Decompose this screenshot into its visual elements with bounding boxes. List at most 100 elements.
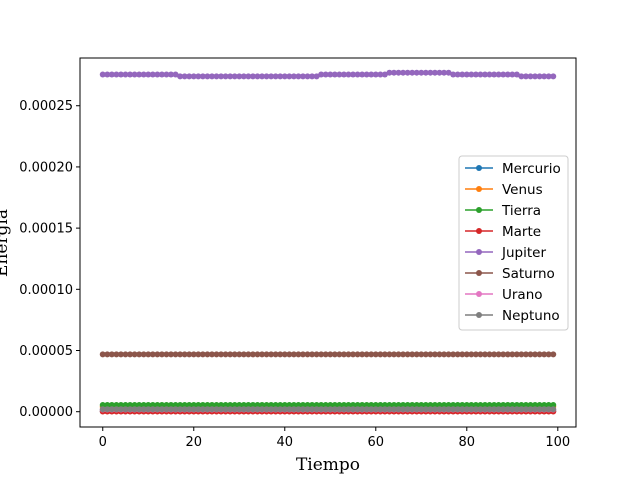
data-point xyxy=(131,401,138,408)
data-point xyxy=(158,406,165,413)
data-point xyxy=(127,401,134,408)
data-point xyxy=(145,71,152,78)
data-point xyxy=(541,73,548,80)
data-point xyxy=(422,351,429,358)
data-point xyxy=(436,401,443,408)
data-point xyxy=(536,406,543,413)
data-point xyxy=(322,351,329,358)
data-point xyxy=(368,351,375,358)
data-point xyxy=(386,69,393,76)
legend: Mercurio Venus Tierra Marte Jupiter Saturno Ur… xyxy=(458,155,569,331)
data-point xyxy=(254,406,261,413)
data-point xyxy=(413,351,420,358)
data-point xyxy=(145,406,152,413)
data-point xyxy=(381,351,388,358)
data-point xyxy=(113,401,120,408)
data-point xyxy=(454,71,461,78)
legend-swatch-marker xyxy=(476,165,482,171)
data-point xyxy=(504,401,511,408)
data-point xyxy=(427,69,434,76)
data-point xyxy=(127,406,134,413)
data-point xyxy=(363,406,370,413)
x-axis-title: Tiempo xyxy=(296,455,360,475)
data-point xyxy=(536,401,543,408)
data-point xyxy=(154,71,161,78)
data-point xyxy=(131,71,138,78)
data-point xyxy=(486,401,493,408)
data-point xyxy=(359,351,366,358)
data-point xyxy=(195,351,202,358)
data-point xyxy=(491,401,498,408)
data-point xyxy=(245,401,252,408)
series-saturno xyxy=(99,351,557,358)
data-point xyxy=(199,401,206,408)
data-point xyxy=(190,401,197,408)
y-tick-label: 0.00000 xyxy=(19,405,73,420)
data-point xyxy=(140,406,147,413)
data-point xyxy=(386,406,393,413)
data-point xyxy=(299,351,306,358)
data-point xyxy=(231,73,238,80)
data-point xyxy=(541,351,548,358)
data-point xyxy=(404,69,411,76)
data-point xyxy=(536,73,543,80)
data-point xyxy=(213,73,220,80)
data-point xyxy=(445,406,452,413)
data-point xyxy=(268,351,275,358)
data-point xyxy=(168,401,175,408)
data-point xyxy=(491,351,498,358)
data-point xyxy=(318,401,325,408)
data-point xyxy=(413,406,420,413)
data-point xyxy=(486,71,493,78)
data-point xyxy=(227,401,234,408)
data-point xyxy=(495,71,502,78)
data-point xyxy=(236,351,243,358)
x-axis: 0 20 40 60 80 100 xyxy=(99,427,570,450)
data-point xyxy=(463,351,470,358)
data-point xyxy=(154,351,161,358)
legend-item: Venus xyxy=(465,182,543,198)
data-point xyxy=(259,401,266,408)
data-point xyxy=(491,71,498,78)
data-point xyxy=(459,71,466,78)
data-point xyxy=(99,351,106,358)
data-point xyxy=(532,351,539,358)
data-point xyxy=(327,406,334,413)
data-point xyxy=(345,401,352,408)
legend-item: Neptuno xyxy=(465,308,560,324)
data-point xyxy=(158,71,165,78)
data-point xyxy=(168,71,175,78)
data-point xyxy=(108,71,115,78)
data-point xyxy=(195,406,202,413)
data-point xyxy=(354,406,361,413)
data-point xyxy=(322,71,329,78)
data-point xyxy=(354,71,361,78)
data-point xyxy=(422,69,429,76)
data-point xyxy=(199,73,206,80)
data-point xyxy=(249,73,256,80)
data-point xyxy=(463,406,470,413)
data-point xyxy=(395,351,402,358)
data-point xyxy=(400,401,407,408)
data-point xyxy=(136,351,143,358)
data-point xyxy=(427,351,434,358)
data-point xyxy=(117,401,124,408)
data-point xyxy=(409,351,416,358)
data-point xyxy=(131,406,138,413)
data-point xyxy=(181,406,188,413)
data-point xyxy=(104,351,111,358)
y-tick-label: 0.00005 xyxy=(19,344,73,359)
data-point xyxy=(272,406,279,413)
data-point xyxy=(218,401,225,408)
data-point xyxy=(277,351,284,358)
legend-box xyxy=(458,155,569,331)
data-point xyxy=(336,401,343,408)
data-point xyxy=(263,406,270,413)
data-point xyxy=(350,351,357,358)
data-point xyxy=(500,406,507,413)
data-point xyxy=(386,401,393,408)
data-point xyxy=(290,73,297,80)
data-point xyxy=(104,71,111,78)
data-point xyxy=(304,351,311,358)
data-point xyxy=(541,401,548,408)
